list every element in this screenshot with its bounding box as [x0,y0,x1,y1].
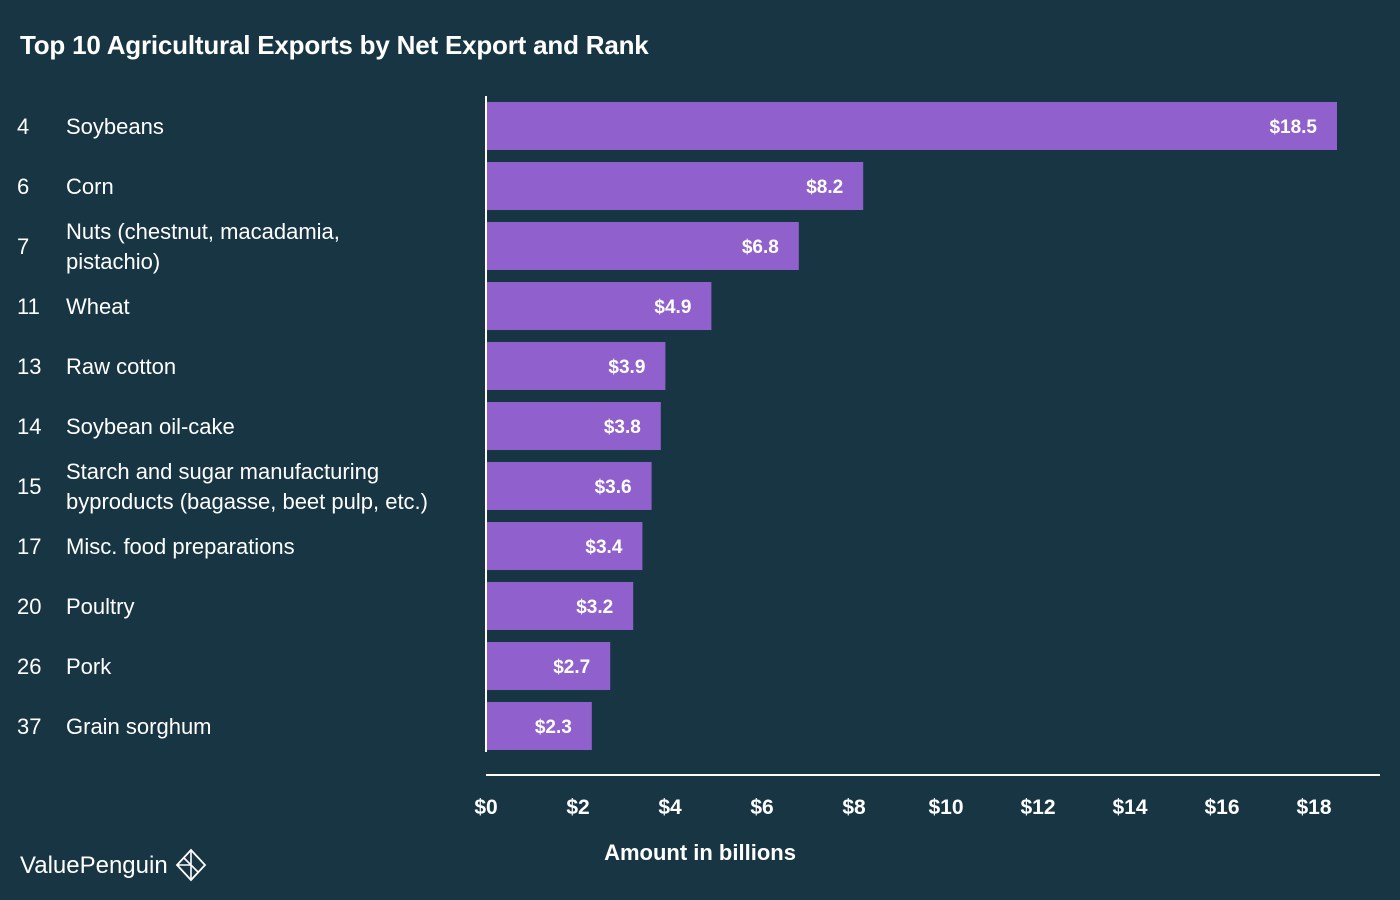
bar-value-label: $3.8 [604,417,641,438]
rank-label: 11 [17,294,40,319]
category-label: Soybean oil-cake [66,414,235,439]
chart-rows: 4 Soybeans $18.5 6 Corn $8.2 7 Nuts (chestnut, … [17,102,1337,750]
rank-label: 26 [17,654,41,679]
category-label: Soybeans [66,114,164,139]
bar-value-label: $4.9 [654,297,691,318]
x-tick-label: $18 [1296,796,1331,819]
bar [486,522,643,570]
bar [486,582,634,630]
bar [486,702,592,750]
x-tick-label: $14 [1112,796,1147,819]
bar [486,642,611,690]
rank-label: 7 [17,234,29,259]
rank-label: 13 [17,354,41,379]
chart-row: 13 Raw cotton $3.9 [17,342,666,390]
bar-value-label: $8.2 [806,177,843,198]
category-label: Misc. food preparations [66,534,295,559]
x-tick-label: $4 [658,796,682,819]
chart-row: 4 Soybeans $18.5 [17,102,1337,150]
bar-value-label: $6.8 [742,237,779,258]
bar [486,462,652,510]
rank-label: 14 [17,414,41,439]
x-tick-label: $10 [928,796,963,819]
chart-row: 17 Misc. food preparations $3.4 [17,522,643,570]
category-label: Nuts (chestnut, macadamia, pistachio) [66,219,340,274]
bar [486,222,799,270]
x-tick-label: $0 [474,796,497,819]
bar [486,402,661,450]
category-label: Wheat [66,294,130,319]
bar-value-label: $18.5 [1269,117,1317,138]
rank-label: 4 [17,114,29,139]
x-tick-label: $8 [842,796,866,819]
brand-name: ValuePenguin [20,852,168,879]
bar [486,282,712,330]
x-tick-label: $16 [1204,796,1239,819]
chart-title: Top 10 Agricultural Exports by Net Expor… [20,30,649,60]
category-label: Corn [66,174,114,199]
category-label: Poultry [66,594,134,619]
bar-value-label: $3.6 [595,477,632,498]
chart-row: 15 Starch and sugar manufacturing byproduc… [17,459,652,514]
rank-label: 15 [17,474,41,499]
category-label: Grain sorghum [66,714,212,739]
rank-label: 37 [17,714,41,739]
chart-row: 14 Soybean oil-cake $3.8 [17,402,661,450]
chart-row: 37 Grain sorghum $2.3 [17,702,592,750]
x-axis-ticks: $0 $2 $4 $6 $8 $10 $12 $14 $16 $18 [474,796,1332,819]
x-tick-label: $12 [1020,796,1055,819]
category-label: Pork [66,654,112,679]
chart-row: 6 Corn $8.2 [17,162,864,210]
brand: ValuePenguin [20,848,208,884]
chart-row: 26 Pork $2.7 [17,642,611,690]
bar-value-label: $2.3 [535,717,572,738]
bar [486,342,666,390]
rank-label: 17 [17,534,41,559]
category-label: Raw cotton [66,354,176,379]
rank-label: 6 [17,174,29,199]
bar [486,102,1337,150]
bar-value-label: $3.2 [576,597,613,618]
bar-value-label: $3.4 [585,537,622,558]
bar-value-label: $3.9 [608,357,645,378]
chart-row: 20 Poultry $3.2 [17,582,634,630]
bar-value-label: $2.7 [553,657,590,678]
x-axis-title: Amount in billions [604,840,796,865]
x-tick-label: $2 [566,796,589,819]
valuepenguin-logo-icon [174,848,208,884]
bar [486,162,864,210]
rank-label: 20 [17,594,41,619]
chart-row: 11 Wheat $4.9 [17,282,712,330]
x-tick-label: $6 [750,796,773,819]
chart-row: 7 Nuts (chestnut, macadamia, pistachio) $6.… [17,219,799,274]
category-label: Starch and sugar manufacturing byproducts… [66,459,428,514]
